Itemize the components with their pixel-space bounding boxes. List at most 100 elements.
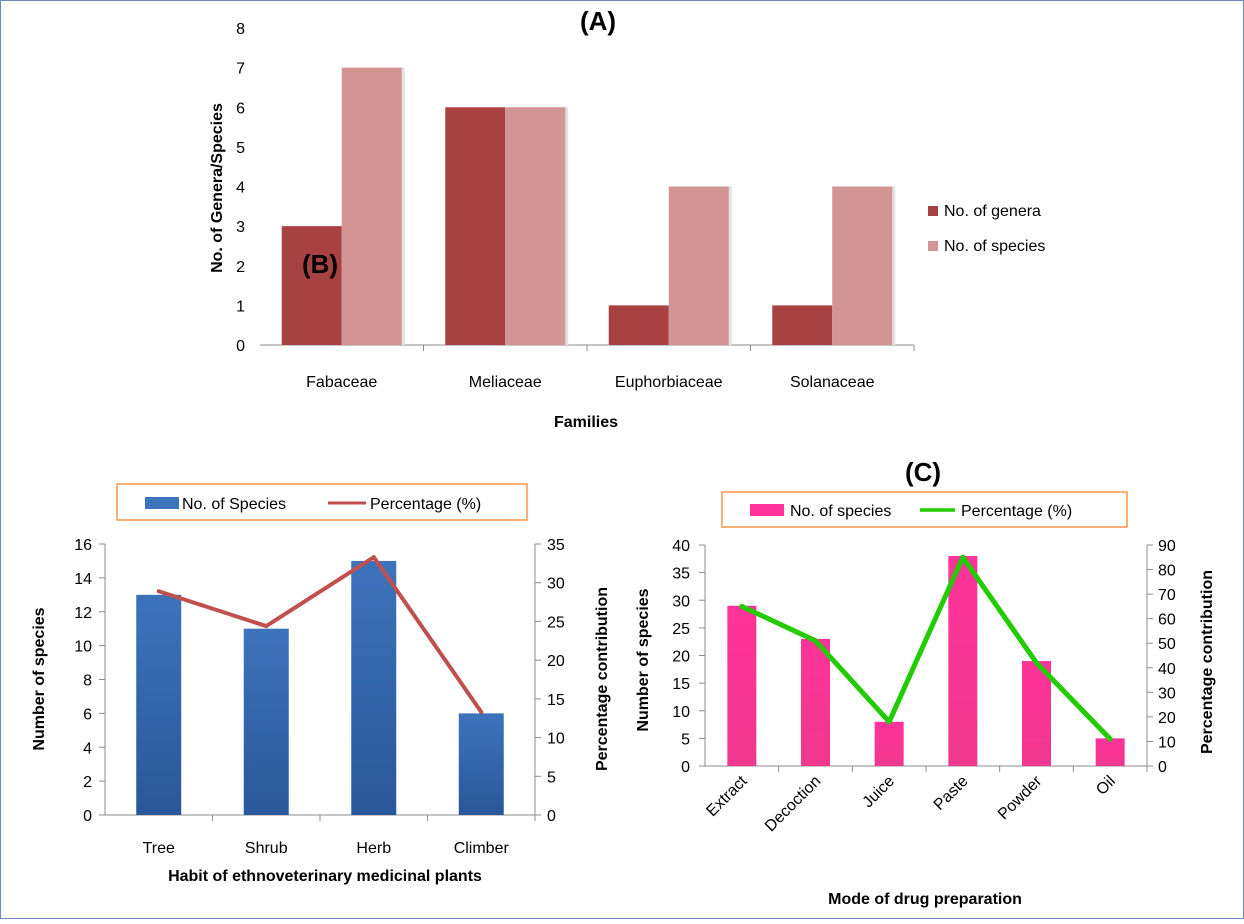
chart-b-y2-axis-label: Percentage contribution xyxy=(594,587,611,771)
chart-c-percentage-point-paste xyxy=(960,554,966,560)
chart-a-y-tick-label: 7 xyxy=(236,61,245,78)
chart-a-bar-meliaceae-no-of-genera xyxy=(445,107,506,345)
chart-c-bar-decoction xyxy=(801,638,830,766)
chart-c-y-tick-label: 30 xyxy=(672,593,690,610)
chart-c-y2-tick-label: 60 xyxy=(1158,612,1176,629)
chart-b-bar-shrub xyxy=(243,628,289,815)
legend-label-species-c: No. of species xyxy=(790,503,891,520)
chart-b-y2-tick-label: 10 xyxy=(547,731,565,748)
chart-c-y2-tick-label: 20 xyxy=(1158,710,1176,727)
chart-c-bar-extract xyxy=(727,605,757,766)
chart-c-percentage-line xyxy=(740,554,1112,741)
legend-label-species-b: No. of Species xyxy=(182,496,286,513)
chart-b-category-label: Tree xyxy=(143,840,175,857)
chart-b-y2-tick-label: 30 xyxy=(547,576,565,593)
chart-b-y-tick-label: 6 xyxy=(83,706,92,723)
chart-c-y2-tick-label: 40 xyxy=(1158,661,1176,678)
chart-c-y2-tick-label: 0 xyxy=(1158,759,1167,776)
chart-c-y-tick-label: 40 xyxy=(672,538,690,555)
chart-b-title: (B) xyxy=(302,249,338,279)
chart-b-bar-climber xyxy=(458,713,504,815)
chart-c-legend: No. of species Percentage (%) xyxy=(721,491,1128,528)
chart-c-x-axis-label: Mode of drug preparation xyxy=(828,891,1022,908)
chart-a-bar-meliaceae-no-of-species xyxy=(505,107,566,345)
chart-a-y-tick-label: 3 xyxy=(236,219,245,236)
chart-b-y-tick-label: 0 xyxy=(83,808,92,825)
chart-a: (A) No. of Genera/Species Families 0 1 2 3 4… xyxy=(209,6,1045,431)
chart-b-y-tick-label: 16 xyxy=(74,537,92,554)
chart-b-x-axis-label: Habit of ethnoveterinary medicinal plant… xyxy=(168,868,482,885)
chart-b-percentage-point-climber xyxy=(479,710,484,715)
chart-c-bar-paste xyxy=(948,556,978,766)
chart-a-category-label: Meliaceae xyxy=(469,374,542,391)
chart-b-y2-tick-label: 5 xyxy=(547,769,556,786)
chart-a-bar-solanaceae-no-of-species xyxy=(832,186,893,345)
legend-label-species: No. of species xyxy=(944,238,1045,255)
chart-a-y-tick-label: 8 xyxy=(236,21,245,38)
chart-c-percentage-point-powder xyxy=(1034,660,1039,666)
chart-c-y-tick-label: 5 xyxy=(681,731,690,748)
chart-a-category-label: Euphorbiaceae xyxy=(615,374,723,391)
chart-a-title: (A) xyxy=(580,6,616,36)
chart-c-percentage-point-juice xyxy=(886,719,892,725)
chart-a-category-label: Fabaceae xyxy=(306,374,377,391)
chart-a-y-tick-label: 5 xyxy=(236,140,245,157)
chart-c-y2-tick-label: 10 xyxy=(1158,734,1176,751)
chart-a-y-tick-label: 6 xyxy=(236,100,245,117)
chart-b-y-tick-label: 14 xyxy=(74,571,92,588)
chart-b-legend: No. of Species Percentage (%) xyxy=(116,483,528,521)
chart-c-y-tick-label: 0 xyxy=(681,759,690,776)
chart-c-y-tick-label: 10 xyxy=(672,704,690,721)
chart-b-y2-tick-label: 15 xyxy=(547,692,565,709)
chart-b-y-tick-label: 10 xyxy=(74,639,92,656)
chart-b-percentage-point-shrub xyxy=(264,624,269,629)
chart-b-category-label: Climber xyxy=(454,840,510,857)
chart-c-bar-juice xyxy=(874,721,904,766)
chart-c-percentage-point-extract xyxy=(739,603,745,609)
chart-a-bar-solanaceae-no-of-genera xyxy=(772,305,833,345)
chart-c-bar-oil xyxy=(1095,738,1125,766)
chart-b-y2-tick-label: 0 xyxy=(547,808,556,825)
chart-a-bar-euphorbiaceae-no-of-species xyxy=(668,186,729,345)
legend-swatch-species xyxy=(928,241,938,251)
chart-a-bar-fabaceae-no-of-species xyxy=(341,67,402,345)
chart-c-percentage-point-decoction xyxy=(813,638,818,644)
chart-b-category-label: Herb xyxy=(356,840,391,857)
chart-c-y-tick-label: 25 xyxy=(672,621,690,638)
chart-a-y-axis-label: No. of Genera/Species xyxy=(209,103,226,273)
chart-c-percentage-point-oil xyxy=(1107,736,1113,742)
legend-swatch-species-b xyxy=(145,497,179,509)
chart-c-y-axis-label: Number of species xyxy=(635,588,652,731)
chart-c-y-tick-label: 15 xyxy=(672,676,690,693)
chart-b-bar-herb xyxy=(351,560,397,815)
chart-a-bar-euphorbiaceae-no-of-genera xyxy=(608,305,669,345)
chart-b-y2-tick-label: 35 xyxy=(547,537,565,554)
chart-b-percentage-point-herb xyxy=(371,555,376,560)
chart-a-bar-fabaceae-no-of-genera xyxy=(281,226,342,345)
chart-c-y2-tick-label: 50 xyxy=(1158,636,1176,653)
chart-b-percentage-point-tree xyxy=(156,589,161,594)
chart-c-y-tick-label: 20 xyxy=(672,649,690,666)
chart-b-y-tick-label: 12 xyxy=(74,605,92,622)
chart-b-y-axis-label: Number of species xyxy=(31,607,48,750)
legend-swatch-species-c xyxy=(750,504,784,516)
chart-b-y2-tick-label: 20 xyxy=(547,653,565,670)
chart-a-y-tick-label: 1 xyxy=(236,298,245,315)
legend-label-percentage-b: Percentage (%) xyxy=(370,496,481,513)
legend-label-percentage-c: Percentage (%) xyxy=(961,503,1072,520)
chart-c-y-tick-label: 35 xyxy=(672,566,690,583)
chart-b-category-label: Shrub xyxy=(245,840,288,857)
chart-c-title: (C) xyxy=(905,457,941,487)
chart-a-legend: No. of genera No. of species xyxy=(928,203,1045,255)
chart-b-y-tick-label: 8 xyxy=(83,673,92,690)
chart-a-y-tick-label: 4 xyxy=(236,180,245,197)
chart-c-y2-tick-label: 30 xyxy=(1158,685,1176,702)
chart-c-y2-tick-label: 80 xyxy=(1158,563,1176,580)
chart-c-y2-axis-label: Percentage contribution xyxy=(1199,570,1216,754)
chart-b: (B) No. of Species Percentage (%) Number… xyxy=(31,249,611,885)
chart-c-y2-tick-label: 90 xyxy=(1158,538,1176,555)
chart-b-y-tick-label: 4 xyxy=(83,740,92,757)
chart-a-x-axis-label: Families xyxy=(554,414,618,431)
